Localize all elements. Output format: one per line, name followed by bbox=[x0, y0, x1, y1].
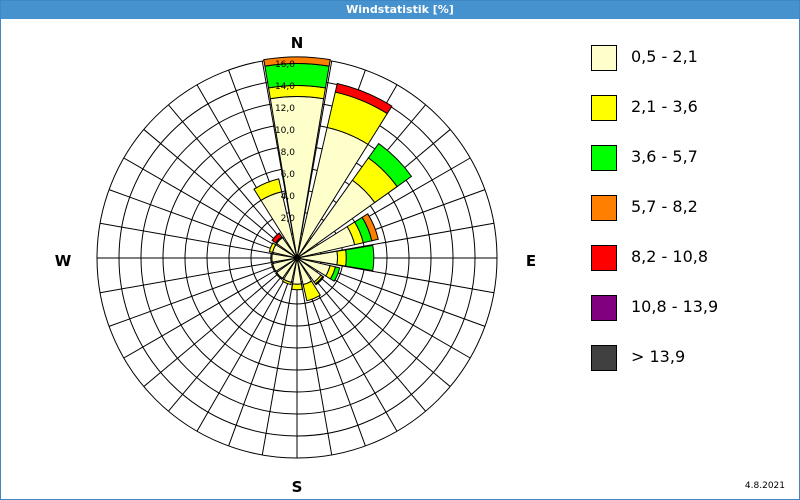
wind-bar-nne bbox=[334, 82, 393, 115]
grid-spoke bbox=[99, 261, 274, 294]
radial-tick-label: 6,0 bbox=[281, 170, 296, 180]
wind-bar-e bbox=[345, 244, 375, 272]
legend-label: 10,8 - 13,9 bbox=[631, 297, 719, 316]
wind-bar-wsw bbox=[270, 263, 277, 273]
grid-spoke bbox=[123, 269, 277, 359]
wind-bars bbox=[253, 56, 413, 302]
wind-bar-w bbox=[270, 253, 273, 263]
wind-bar-s bbox=[291, 283, 303, 291]
grid-spoke bbox=[99, 222, 274, 255]
radial-tick-label: 10,0 bbox=[275, 126, 295, 136]
grid-spoke bbox=[261, 281, 294, 456]
legend-swatch bbox=[591, 95, 617, 121]
compass-label-s: S bbox=[292, 478, 303, 496]
grid-spoke bbox=[168, 104, 282, 240]
date-stamp: 4.8.2021 bbox=[744, 481, 785, 491]
legend-item: 2,1 - 3,6 bbox=[591, 95, 791, 123]
grid-spoke bbox=[312, 276, 426, 412]
wind-bar-sse bbox=[302, 280, 321, 302]
compass-label-n: N bbox=[291, 34, 304, 52]
legend-item: 5,7 - 8,2 bbox=[591, 195, 791, 223]
grid-spoke bbox=[143, 129, 279, 243]
wind-bar-se bbox=[314, 275, 325, 286]
grid-spoke bbox=[108, 265, 275, 327]
grid-spoke bbox=[315, 273, 451, 387]
grid-spoke bbox=[196, 278, 286, 432]
wind-bar-ese bbox=[329, 266, 341, 282]
legend-item: 3,6 - 5,7 bbox=[591, 145, 791, 173]
wind-bar-ssw bbox=[281, 278, 292, 286]
wind-bar-sw bbox=[274, 271, 284, 281]
legend-swatch bbox=[591, 195, 617, 221]
wind-bar-nw bbox=[271, 232, 283, 244]
grid-spoke bbox=[319, 265, 486, 327]
legend-swatch bbox=[591, 295, 617, 321]
wind-bar-nnw bbox=[253, 178, 283, 202]
grid-spoke bbox=[304, 280, 366, 447]
legend-swatch bbox=[591, 245, 617, 271]
wind-bar-e bbox=[336, 249, 347, 267]
radial-tick-label: 4,0 bbox=[281, 192, 296, 202]
legend-item: 8,2 - 10,8 bbox=[591, 245, 791, 273]
legend-label: 8,2 - 10,8 bbox=[631, 247, 709, 266]
wind-rose-chart: 2,0 4,0 6,0 8,0 10,0 12,0 14,0 16,0 N E S W bbox=[55, 34, 536, 496]
grid-spoke bbox=[228, 280, 290, 447]
radial-tick-label: 16,0 bbox=[275, 60, 295, 70]
legend-item: 10,8 - 13,9 bbox=[591, 295, 791, 323]
legend-label: 2,1 - 3,6 bbox=[631, 97, 698, 116]
chart-labels: 2,0 4,0 6,0 8,0 10,0 12,0 14,0 16,0 N E S W bbox=[55, 34, 536, 496]
wind-bar-wnw bbox=[268, 242, 277, 253]
radial-tick-label: 14,0 bbox=[275, 82, 295, 92]
legend-label: 3,6 - 5,7 bbox=[631, 147, 698, 166]
grid-spoke bbox=[108, 189, 275, 251]
grid-spoke bbox=[143, 273, 279, 387]
grid-spoke bbox=[317, 269, 471, 359]
legend-label: 0,5 - 2,1 bbox=[631, 47, 698, 66]
radial-tick-label: 2,0 bbox=[281, 214, 296, 224]
legend-swatch bbox=[591, 145, 617, 171]
compass-label-e: E bbox=[526, 252, 536, 270]
grid-spoke bbox=[168, 276, 282, 412]
wind-bar-ne bbox=[367, 142, 413, 188]
grid-spoke bbox=[123, 157, 277, 247]
grid-spoke bbox=[308, 278, 398, 432]
compass-label-w: W bbox=[55, 252, 72, 270]
grid-spoke bbox=[300, 281, 333, 456]
window-title: Windstatistik [%] bbox=[1, 1, 799, 19]
legend-label: 5,7 - 8,2 bbox=[631, 197, 698, 216]
legend-label: > 13,9 bbox=[631, 347, 686, 366]
legend-item: > 13,9 bbox=[591, 345, 791, 373]
legend-swatch bbox=[591, 345, 617, 371]
legend-item: 0,5 - 2,1 bbox=[591, 45, 791, 73]
radial-tick-label: 8,0 bbox=[281, 148, 296, 158]
legend-swatch bbox=[591, 45, 617, 71]
wind-bar-n bbox=[263, 56, 331, 67]
wind-bar-ene bbox=[361, 213, 379, 242]
radial-tick-label: 12,0 bbox=[275, 104, 295, 114]
